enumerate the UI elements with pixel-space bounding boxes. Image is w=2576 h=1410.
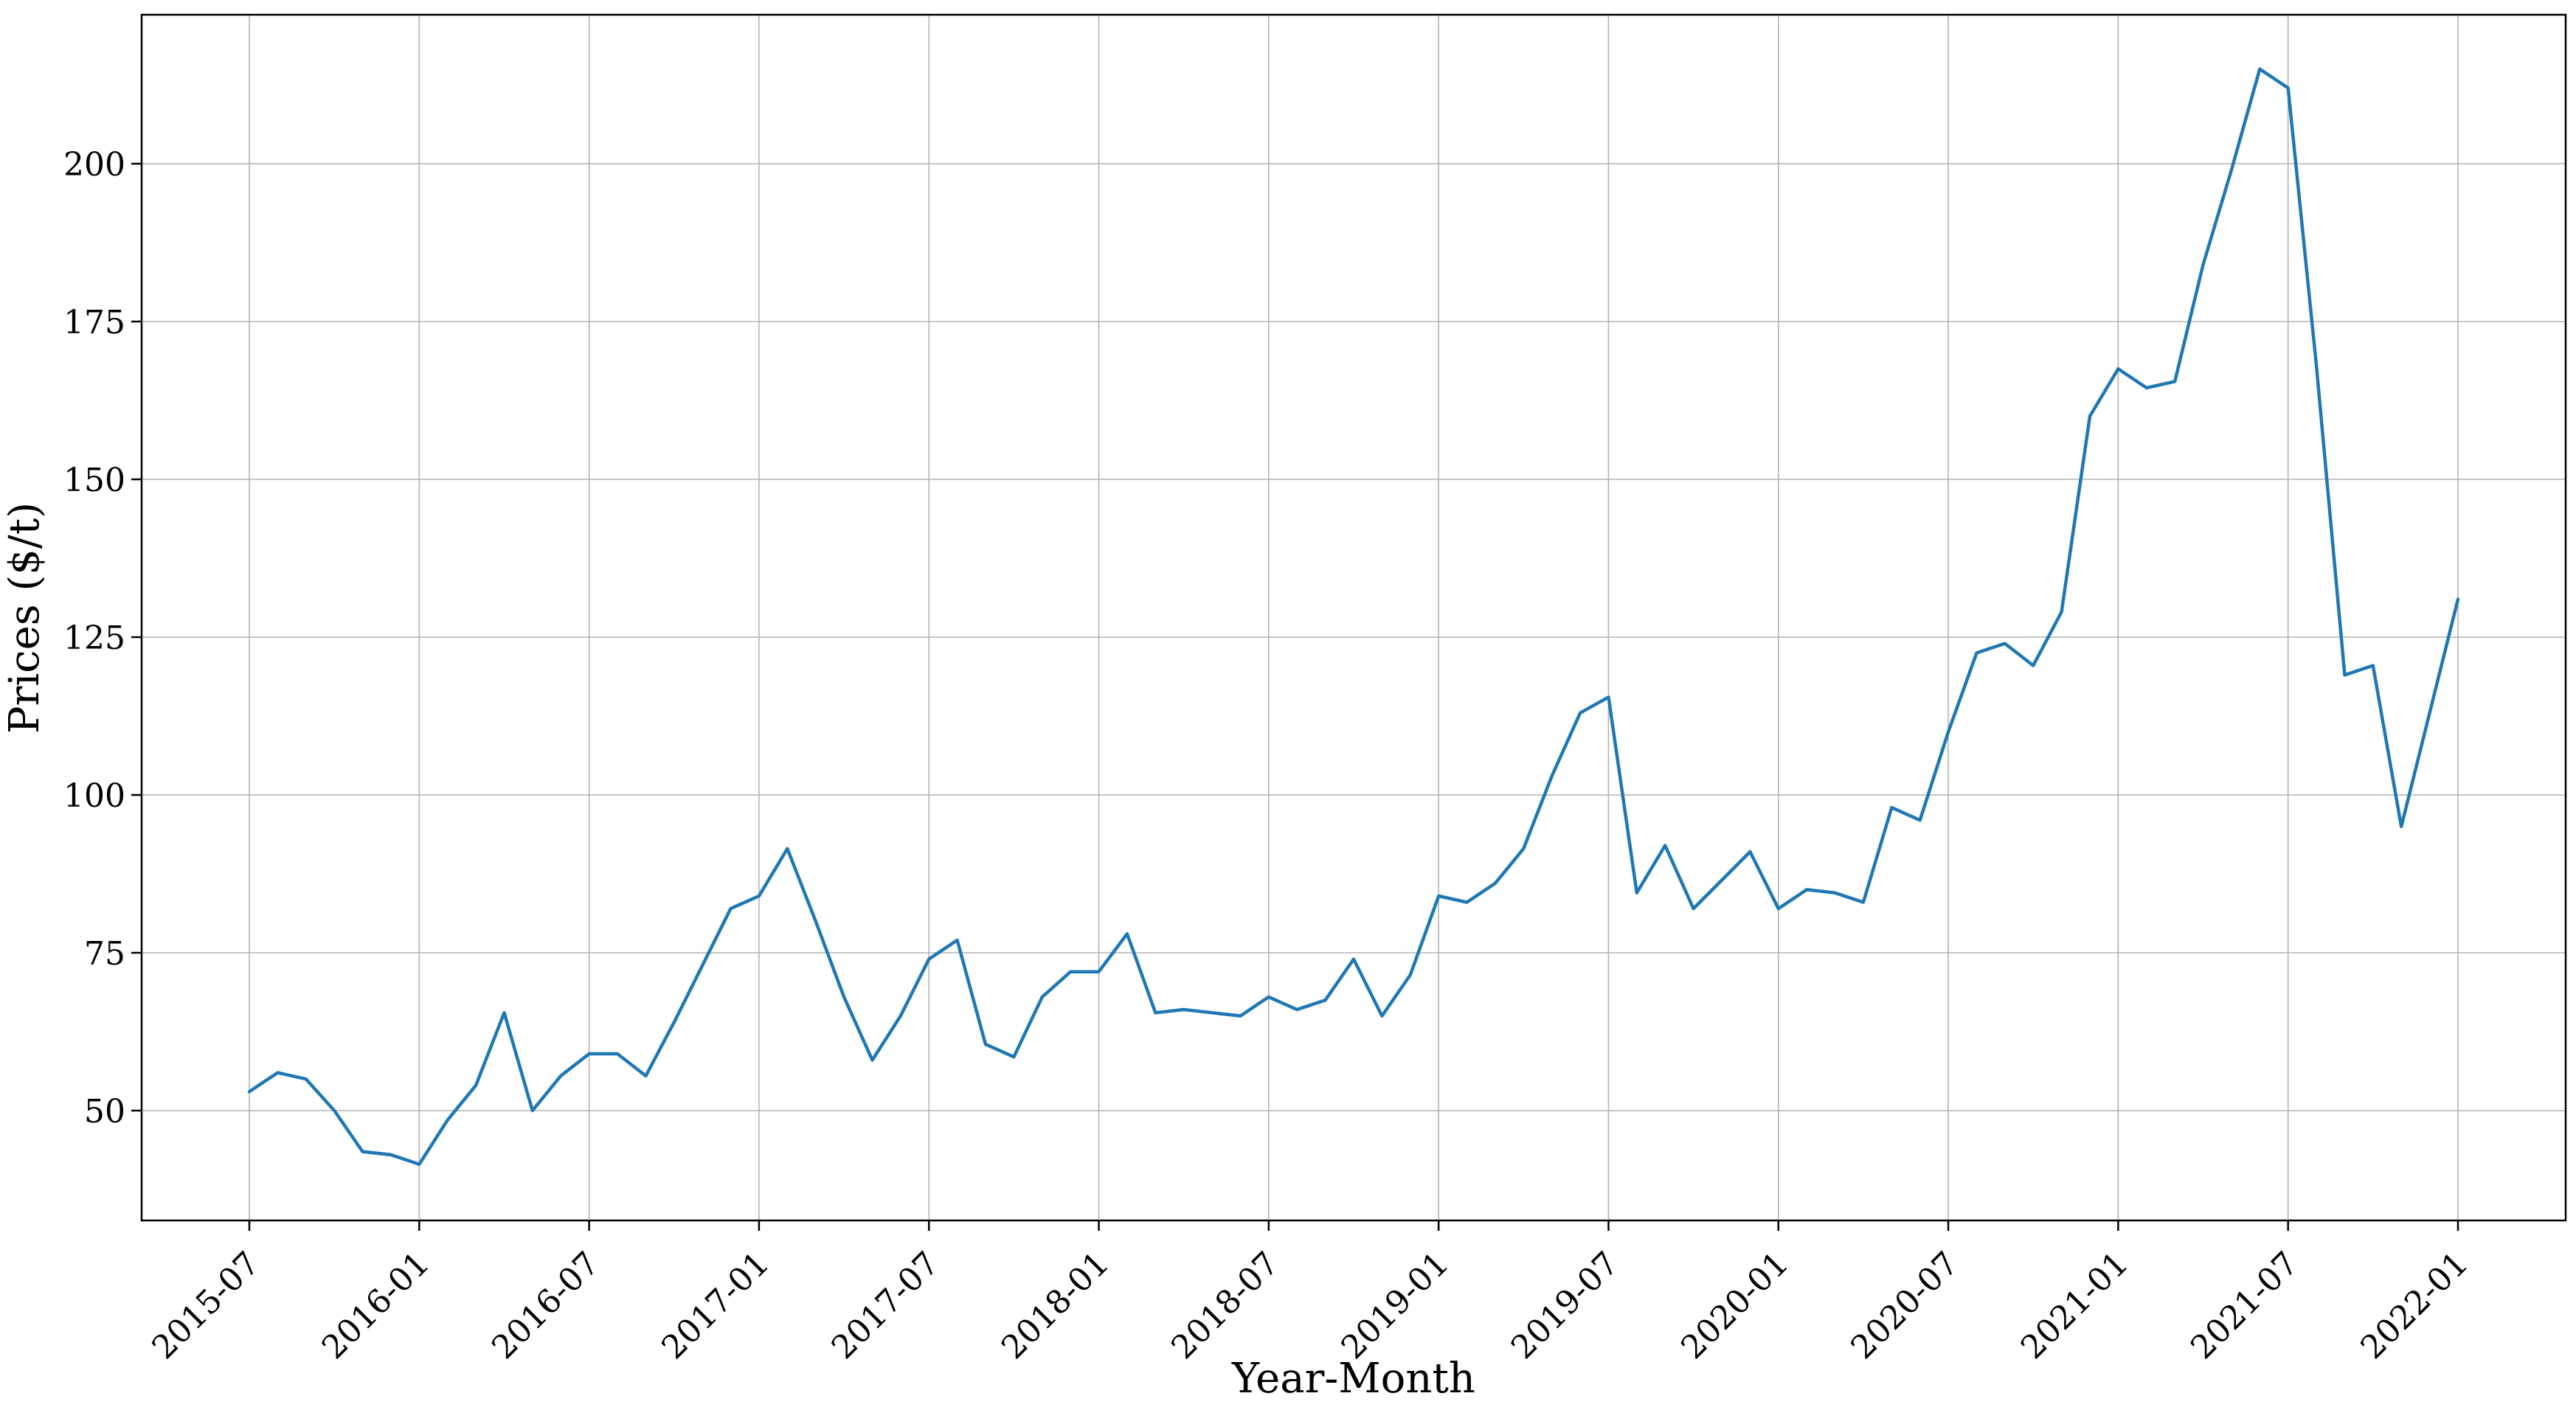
y-tick-label: 100 (63, 777, 125, 815)
gridlines (142, 15, 2566, 1220)
y-tick-label: 50 (84, 1093, 125, 1131)
y-tick-label: 175 (63, 304, 125, 341)
plot-border-spines (140, 13, 2567, 1222)
y-tick-label: 200 (63, 146, 125, 184)
axis-ticks (131, 162, 2459, 1231)
y-axis-label: Prices ($/t) (1, 502, 49, 734)
y-tick-label: 125 (63, 619, 125, 657)
y-tick-label: 150 (63, 462, 125, 499)
price-line-series (247, 67, 2460, 1167)
x-axis-label: Year-Month (1231, 1355, 1475, 1403)
y-tick-label: 75 (84, 935, 125, 973)
y-tick-labels: 50 75 100 125 150 175 200 (63, 146, 125, 1131)
